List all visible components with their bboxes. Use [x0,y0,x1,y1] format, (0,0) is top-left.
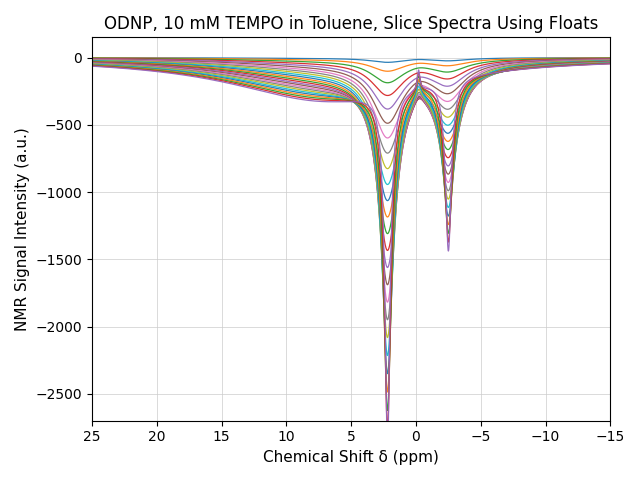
Title: ODNP, 10 mM TEMPO in Toluene, Slice Spectra Using Floats: ODNP, 10 mM TEMPO in Toluene, Slice Spec… [104,15,598,33]
X-axis label: Chemical Shift δ (ppm): Chemical Shift δ (ppm) [263,450,439,465]
Y-axis label: NMR Signal Intensity (a.u.): NMR Signal Intensity (a.u.) [15,127,30,331]
